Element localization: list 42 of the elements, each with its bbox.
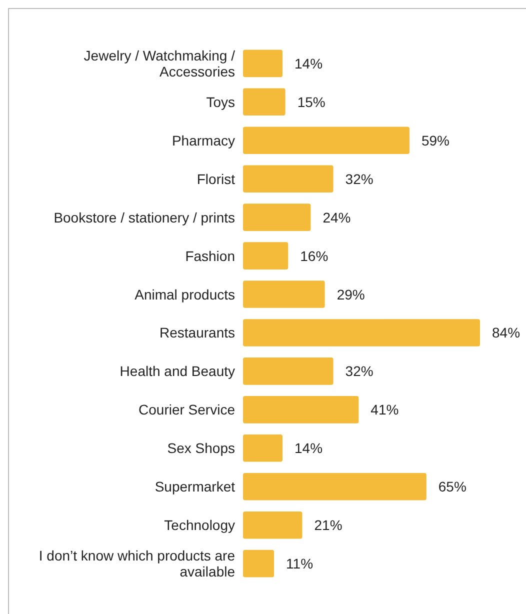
y-tick-label: I don’t know which products are available	[38, 548, 236, 580]
bar	[243, 511, 302, 539]
bar	[243, 396, 359, 424]
bar	[243, 358, 334, 385]
y-tick-label: Florist	[196, 170, 236, 187]
y-tick-label: Toys	[206, 94, 235, 110]
data-label: 14%	[294, 55, 323, 72]
y-tick-label: Pharmacy	[172, 132, 235, 148]
data-label: 84%	[492, 324, 520, 341]
data-label: 32%	[345, 170, 374, 187]
data-label: 11%	[286, 556, 314, 572]
data-label: 14%	[294, 440, 323, 456]
bar	[243, 88, 286, 116]
data-label: 41%	[370, 402, 399, 418]
y-tick-label: Restaurants	[160, 324, 235, 341]
bar	[243, 204, 311, 231]
bar	[243, 126, 410, 154]
data-label: 59%	[421, 132, 450, 148]
bar	[243, 550, 274, 578]
y-tick-label: Bookstore / stationery / prints	[54, 209, 235, 226]
bar	[243, 319, 480, 346]
bar	[243, 165, 334, 193]
bar	[243, 472, 426, 500]
data-label: 24%	[322, 209, 351, 226]
y-tick-label: Courier Service	[138, 402, 236, 418]
y-tick-label: Jewelry / Watchmaking / Accessories	[84, 47, 236, 80]
data-label: 15%	[297, 94, 326, 110]
y-tick-label: Health and Beauty	[120, 363, 235, 380]
data-label: 21%	[314, 517, 342, 534]
y-tick-label: Technology	[164, 517, 235, 534]
data-label: 16%	[300, 248, 328, 264]
data-label: 29%	[336, 286, 365, 302]
bar	[243, 50, 282, 78]
bar	[243, 434, 282, 462]
y-tick-label: Animal products	[134, 286, 235, 302]
y-tick-label: Supermarket	[154, 478, 236, 495]
bar	[243, 280, 325, 308]
y-tick-label: Sex Shops	[167, 440, 235, 456]
bar	[243, 242, 288, 270]
data-label: 32%	[345, 363, 374, 380]
y-tick-label: Fashion	[185, 248, 235, 264]
data-label: 65%	[438, 478, 466, 495]
